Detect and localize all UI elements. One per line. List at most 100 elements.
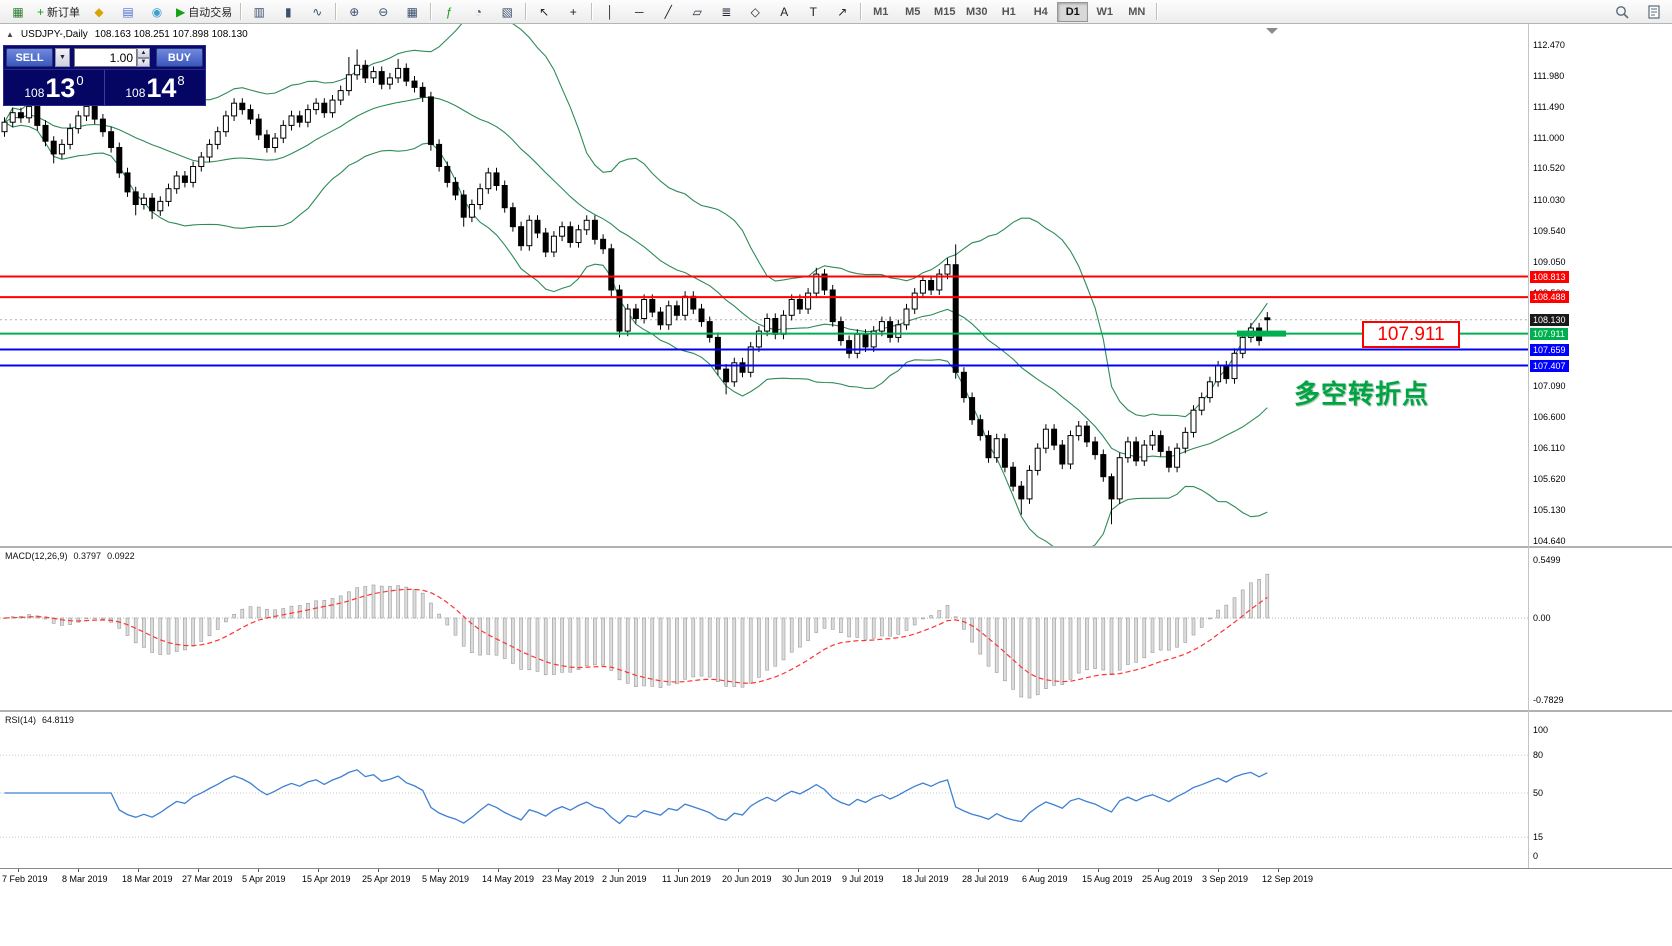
price-axis-label: 104.640: [1533, 535, 1566, 546]
date-label: 14 May 2019: [482, 874, 535, 884]
rsi-panel[interactable]: RSI(14) 64.8119 100 80 50 15 0: [0, 712, 1672, 868]
shapes-button[interactable]: ◇: [741, 1, 769, 23]
crosshair-button[interactable]: +: [559, 1, 587, 23]
symbol-ohlc: 108.163 108.251 107.898 108.130: [94, 29, 248, 40]
rsi-canvas[interactable]: [0, 712, 1528, 868]
quote-divider: [104, 70, 105, 105]
date-label: 11 Jun 2019: [662, 874, 711, 884]
toolbar-separator: [430, 3, 432, 20]
document-icon: [1648, 4, 1660, 19]
trendline-button[interactable]: ╱: [654, 1, 682, 23]
zoom-in-button[interactable]: ⊕: [340, 1, 368, 23]
main-chart-panel[interactable]: ▲ USDJPY-,Daily 108.163 108.251 107.898 …: [0, 24, 1672, 546]
price-axis-badge: 107.407: [1530, 359, 1569, 372]
order-type-dropdown[interactable]: ▼: [55, 48, 70, 67]
toolbar-separator: [335, 3, 337, 20]
text-button[interactable]: A: [770, 1, 798, 23]
periods-button[interactable]: ◔: [464, 1, 492, 23]
price-axis-label: 111.980: [1533, 71, 1565, 81]
templates-button[interactable]: ▧: [493, 1, 521, 23]
cursor-icon: ↖: [539, 4, 550, 19]
macd-signal-value: 0.0922: [107, 551, 135, 561]
cursor-button[interactable]: ↖: [530, 1, 558, 23]
date-label: 5 Apr 2019: [242, 874, 286, 884]
timeframe-d1-button[interactable]: D1: [1057, 1, 1089, 22]
channel-button[interactable]: ▱: [683, 1, 711, 23]
horizontal-line-button[interactable]: ─: [625, 1, 653, 23]
trade-panel-controls: SELL ▼ ▲ ▼ BUY: [4, 46, 205, 69]
sell-price-big: 13: [45, 73, 76, 104]
level-lines[interactable]: [0, 275, 1528, 367]
macd-canvas[interactable]: [0, 548, 1528, 710]
macd-axis-label: 0.5499: [1533, 555, 1561, 565]
timeframe-mn-button[interactable]: MN: [1128, 5, 1146, 18]
vertical-line-button[interactable]: │: [596, 1, 624, 23]
toolbar-separator: [525, 3, 527, 20]
new-order-button[interactable]: + 新订单: [33, 1, 84, 23]
tile-windows-button[interactable]: ▦: [398, 1, 426, 23]
trendline-icon: ╱: [664, 4, 672, 19]
fibonacci-button[interactable]: ≣: [712, 1, 740, 23]
help-button[interactable]: [1640, 1, 1668, 23]
toolbar-separator: [240, 3, 242, 20]
price-axis-label: 106.600: [1533, 411, 1566, 422]
price-axis-badge: 107.659: [1530, 343, 1569, 356]
date-tick: [378, 869, 379, 872]
navigator-button[interactable]: ◉: [143, 1, 171, 23]
market-watch-button[interactable]: ◆: [85, 1, 113, 23]
timeframe-w1-button[interactable]: W1: [1096, 5, 1114, 18]
tile-windows-icon: ▦: [406, 4, 418, 19]
level-price-callout[interactable]: 107.911: [1362, 321, 1460, 348]
date-label: 3 Sep 2019: [1202, 874, 1249, 884]
main-chart-canvas[interactable]: [0, 24, 1528, 546]
timeframe-m5-button[interactable]: M5: [905, 5, 921, 18]
data-window-button[interactable]: ▤: [114, 1, 142, 23]
date-label: 7 Feb 2019: [2, 874, 48, 884]
label-button[interactable]: T: [799, 1, 827, 23]
arrows-button[interactable]: ↗: [828, 1, 856, 23]
autotrading-button[interactable]: ▶ 自动交易: [172, 1, 236, 23]
zoom-out-icon: ⊖: [378, 4, 389, 19]
price-axis-label: 111.490: [1533, 102, 1565, 112]
trade-panel-quotes: 108 13 0 108 14 8: [4, 69, 205, 105]
volume-stepper: ▲ ▼: [137, 48, 150, 67]
zoom-out-button[interactable]: ⊖: [369, 1, 397, 23]
price-axis-label: 110.520: [1533, 163, 1565, 174]
new-chart-button[interactable]: ▦: [4, 1, 32, 23]
rsi-axis-label: 100: [1533, 725, 1549, 735]
toolbar-separator: [1156, 3, 1158, 20]
sell-price-base: 108: [24, 86, 45, 100]
timeframe-h4-button[interactable]: H4: [1033, 5, 1048, 18]
search-button[interactable]: [1608, 1, 1636, 23]
buy-price: 108 14 8: [105, 70, 205, 105]
macd-name: MACD(12,26,9): [5, 551, 68, 561]
turning-point-annotation[interactable]: 多空转折点: [1294, 379, 1430, 409]
bar-chart-button[interactable]: ▥: [245, 1, 273, 23]
indicators-button[interactable]: ƒ: [435, 1, 463, 23]
timeframe-h1-button[interactable]: H1: [1001, 5, 1016, 18]
candlestick-chart-icon: ▮: [284, 4, 292, 19]
sell-price: 108 13 0: [4, 70, 104, 105]
timeframe-m30-button[interactable]: M30: [966, 5, 988, 18]
timeframe-m1-button[interactable]: M1: [873, 5, 889, 18]
candlestick-chart-button[interactable]: ▮: [274, 1, 302, 23]
volume-input[interactable]: [74, 48, 137, 67]
symbol-title: USDJPY-,Daily: [20, 29, 88, 40]
date-axis[interactable]: 7 Feb 2019 8 Mar 2019 18 Mar 2019 27 Mar 20…: [0, 868, 1672, 893]
date-label: 18 Jul 2019: [902, 874, 949, 884]
price-axis-label: 111.000: [1533, 133, 1565, 144]
date-label: 25 Aug 2019: [1142, 874, 1193, 884]
price-axis-label: 105.620: [1533, 473, 1566, 484]
macd-panel[interactable]: MACD(12,26,9) 0.3797 0.0922 0.5499 0.00 -0…: [0, 548, 1672, 710]
price-axis-label: 105.130: [1533, 504, 1566, 515]
date-tick: [258, 869, 259, 872]
buy-button[interactable]: BUY: [156, 48, 203, 67]
volume-down-button[interactable]: ▼: [137, 57, 150, 67]
timeframe-m15-button[interactable]: M15: [934, 5, 956, 18]
sell-button[interactable]: SELL: [6, 48, 53, 67]
one-click-toggle-icon[interactable]: ▲: [6, 30, 14, 39]
line-chart-button[interactable]: ∿: [303, 1, 331, 23]
date-tick: [18, 869, 19, 872]
rsi-axis-label: 50: [1533, 788, 1544, 798]
volume-up-button[interactable]: ▲: [137, 48, 150, 58]
